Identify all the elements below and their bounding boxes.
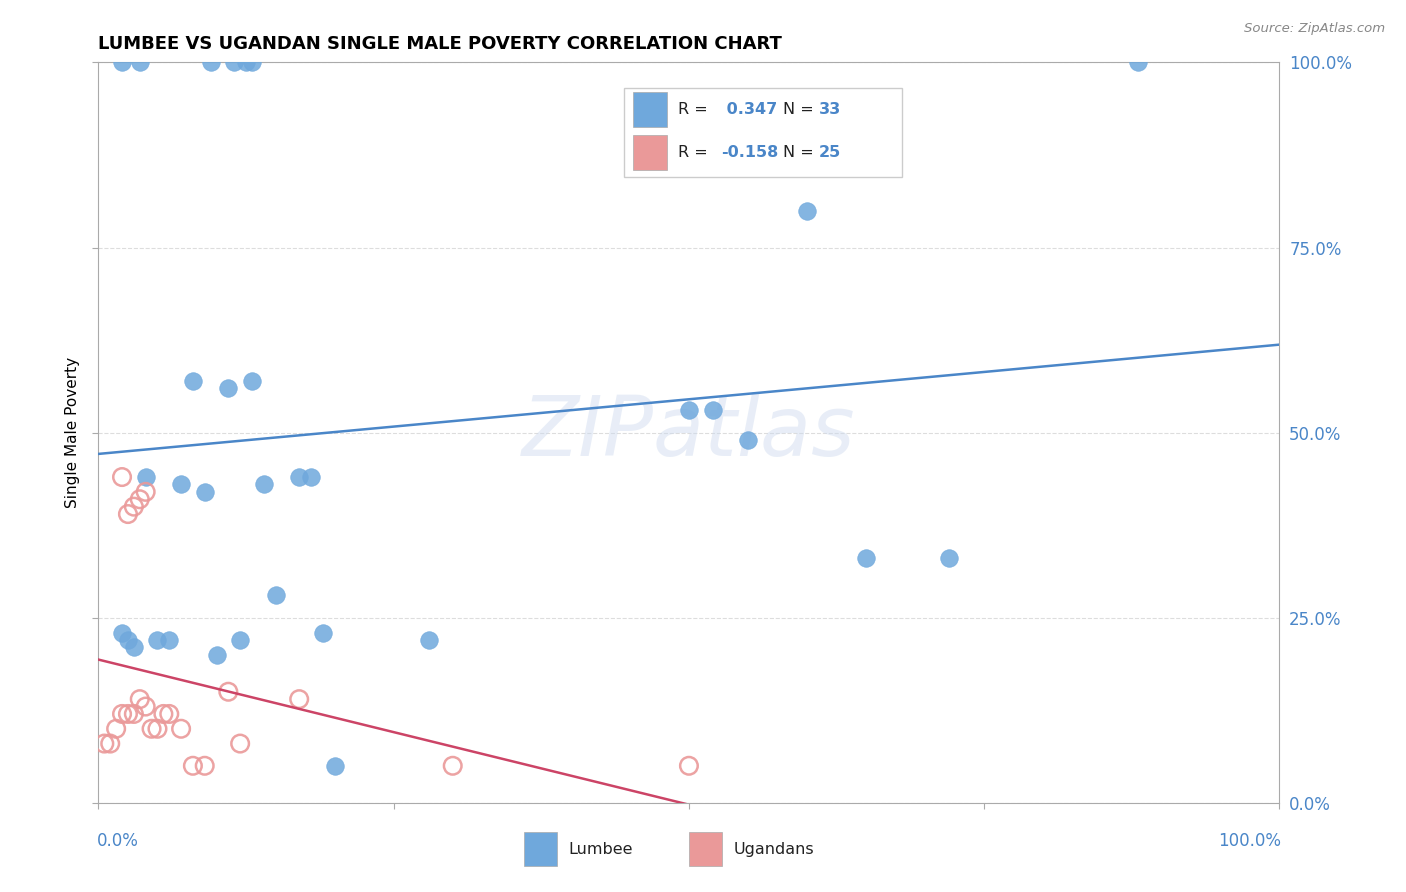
- Text: N =: N =: [783, 145, 820, 160]
- Point: [128, 692, 150, 706]
- Point: [128, 55, 150, 70]
- Point: [224, 55, 246, 70]
- Text: R =: R =: [678, 145, 713, 160]
- Point: [152, 706, 174, 721]
- Point: [128, 492, 150, 507]
- Point: [1126, 55, 1149, 70]
- Point: [111, 55, 134, 70]
- Point: [93, 737, 115, 751]
- Point: [737, 433, 759, 447]
- Point: [170, 477, 193, 491]
- Point: [702, 403, 724, 417]
- Point: [229, 737, 252, 751]
- Point: [135, 484, 157, 499]
- FancyBboxPatch shape: [634, 135, 666, 170]
- Point: [181, 374, 204, 388]
- Point: [98, 737, 121, 751]
- Point: [135, 470, 157, 484]
- Text: Ugandans: Ugandans: [734, 841, 814, 856]
- Point: [111, 625, 134, 640]
- Point: [288, 470, 311, 484]
- Point: [229, 632, 252, 647]
- Text: Lumbee: Lumbee: [568, 841, 633, 856]
- Y-axis label: Single Male Poverty: Single Male Poverty: [65, 357, 80, 508]
- Point: [111, 706, 134, 721]
- Text: 0.347: 0.347: [721, 103, 778, 117]
- Text: N =: N =: [783, 103, 820, 117]
- FancyBboxPatch shape: [523, 832, 557, 866]
- Point: [122, 500, 145, 514]
- Point: [796, 203, 818, 218]
- Text: LUMBEE VS UGANDAN SINGLE MALE POVERTY CORRELATION CHART: LUMBEE VS UGANDAN SINGLE MALE POVERTY CO…: [98, 35, 782, 53]
- Point: [122, 640, 145, 655]
- Point: [217, 381, 239, 395]
- Point: [146, 722, 169, 736]
- Point: [117, 706, 139, 721]
- Point: [200, 55, 222, 70]
- Text: R =: R =: [678, 103, 713, 117]
- Point: [170, 722, 193, 736]
- Text: Source: ZipAtlas.com: Source: ZipAtlas.com: [1244, 22, 1385, 36]
- Point: [111, 470, 134, 484]
- Text: ZIPatlas: ZIPatlas: [522, 392, 856, 473]
- Text: 0.0%: 0.0%: [97, 832, 139, 850]
- Point: [122, 706, 145, 721]
- Point: [181, 758, 204, 772]
- Point: [264, 589, 287, 603]
- Point: [323, 758, 346, 772]
- Text: -0.158: -0.158: [721, 145, 778, 160]
- Point: [194, 484, 217, 499]
- FancyBboxPatch shape: [634, 92, 666, 128]
- Point: [938, 551, 960, 566]
- Point: [157, 632, 180, 647]
- Point: [235, 55, 257, 70]
- Point: [194, 758, 217, 772]
- Point: [678, 758, 700, 772]
- Point: [240, 55, 263, 70]
- Point: [117, 507, 139, 521]
- Point: [299, 470, 322, 484]
- Point: [157, 706, 180, 721]
- Point: [105, 722, 128, 736]
- Point: [855, 551, 877, 566]
- Point: [240, 374, 263, 388]
- FancyBboxPatch shape: [689, 832, 723, 866]
- Point: [141, 722, 163, 736]
- Text: 100.0%: 100.0%: [1218, 832, 1281, 850]
- FancyBboxPatch shape: [624, 88, 901, 178]
- Point: [217, 685, 239, 699]
- Point: [146, 632, 169, 647]
- Text: 25: 25: [818, 145, 841, 160]
- Point: [312, 625, 335, 640]
- Point: [205, 648, 228, 662]
- Point: [288, 692, 311, 706]
- Text: 33: 33: [818, 103, 841, 117]
- Point: [253, 477, 276, 491]
- Point: [678, 403, 700, 417]
- Point: [418, 632, 440, 647]
- Point: [441, 758, 464, 772]
- Point: [117, 632, 139, 647]
- Point: [135, 699, 157, 714]
